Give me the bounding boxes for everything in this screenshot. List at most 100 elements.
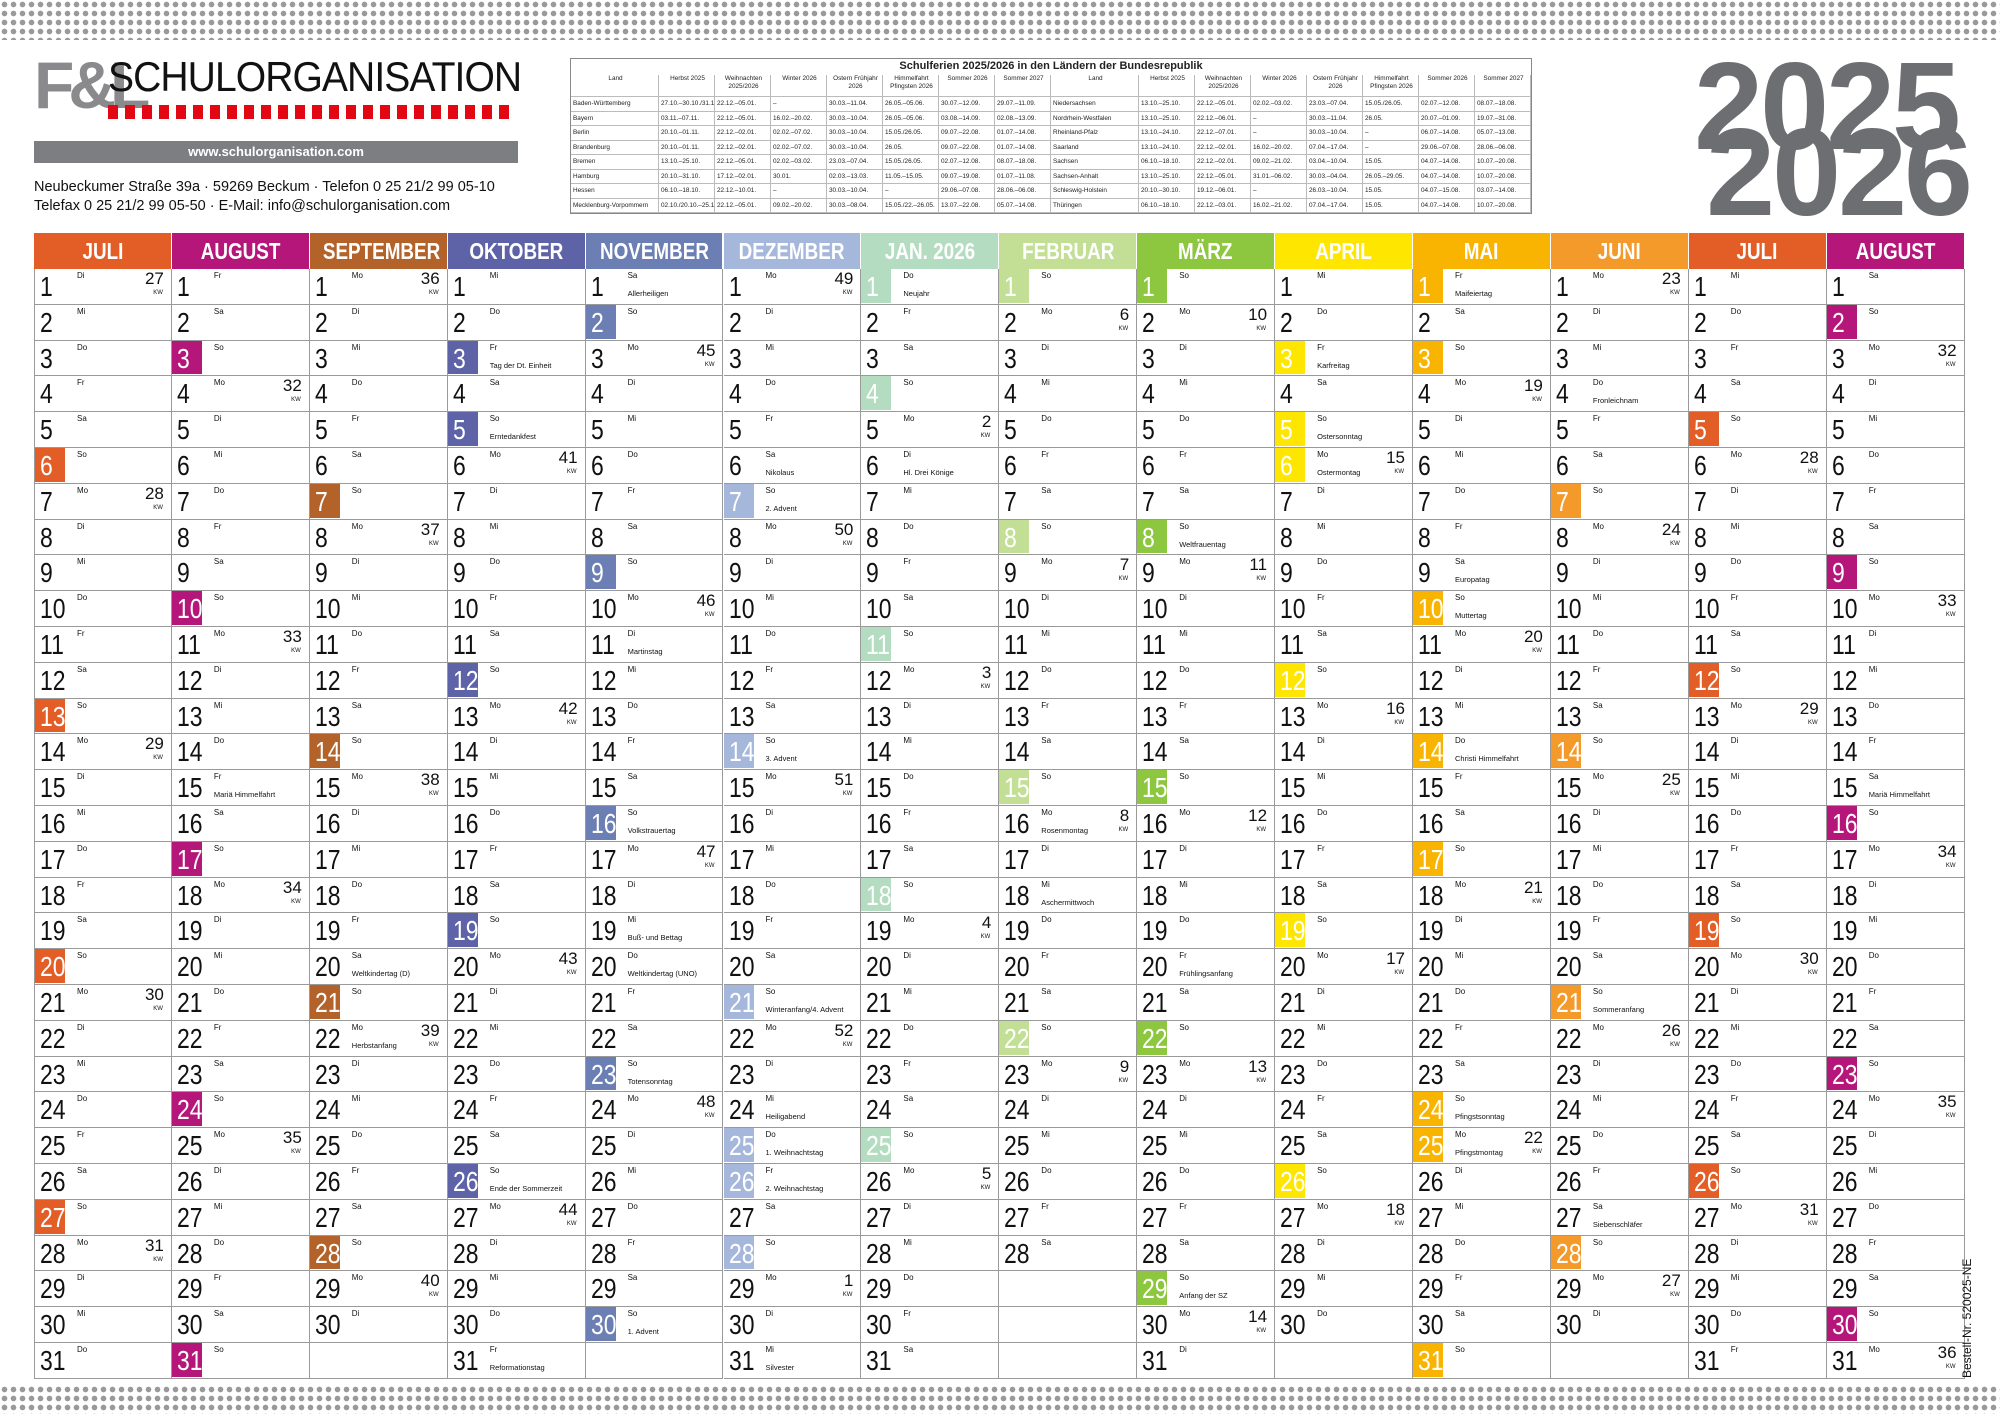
day-number: 26 (866, 1166, 892, 1197)
weekday: So (1592, 987, 1603, 996)
day-highlight (35, 448, 65, 482)
day-cell: 24 Fr (447, 1092, 586, 1129)
weekday: Do (1317, 557, 1328, 567)
month-header: DEZEMBER (723, 233, 861, 269)
day-highlight (171, 1092, 202, 1127)
day-cell: 9 Mi (34, 555, 172, 592)
table-cell: 06.10.–18.10. (1139, 198, 1195, 213)
day-cell: 15 Sa (585, 770, 724, 806)
day-cell: 3 Fr Karfreitag (1275, 340, 1413, 377)
day-cell: 23 Do (447, 1056, 586, 1093)
day-cell: 29 Mo 27 KW (1550, 1271, 1689, 1308)
day-cell: 23 Sa (1413, 1056, 1551, 1093)
day-number: 15 (590, 772, 617, 804)
day-cell: 14 So (1550, 734, 1689, 771)
day-number: 27 (1831, 1201, 1858, 1233)
day-number: 23 (1555, 1058, 1582, 1090)
weekday: So (1868, 306, 1879, 316)
day-highlight (585, 806, 616, 840)
url: www.schulorganisation.com (34, 141, 518, 163)
week-label: KW (1394, 719, 1404, 726)
day-number: 19 (40, 915, 66, 947)
day-number: 31 (1831, 1345, 1858, 1376)
weekday: Di (1592, 306, 1601, 316)
day-cell: 2 So (1826, 304, 1965, 341)
week-number: 30 (144, 985, 164, 1004)
weekday: Fr (903, 306, 911, 316)
day-cell: 17 Di (1137, 841, 1276, 878)
weekday: Do (903, 271, 914, 280)
day-number: 8 (1418, 521, 1431, 553)
day-highlight (1413, 1128, 1443, 1162)
weekday: Sa (77, 664, 87, 674)
day-number: 21 (314, 987, 341, 1018)
day-cell: 10 Mi (309, 591, 448, 627)
weekday: So (1041, 772, 1052, 782)
day-cell: 30 Mi (34, 1307, 172, 1343)
week-number: 1 (843, 1271, 854, 1291)
weekday: So (1592, 1237, 1603, 1247)
weekday: Mi (77, 1309, 86, 1319)
weekday: Di (1179, 1345, 1187, 1354)
day-cell: 13 Mi (171, 698, 310, 735)
day-number: 3 (1555, 342, 1569, 374)
day-cell: 7 Sa (999, 483, 1138, 520)
day-number: 12 (1555, 664, 1582, 696)
day-cell: 12 Fr (309, 662, 448, 699)
weekday: Mo (627, 1094, 639, 1104)
day-cell: 6 Mo 41 KW (447, 448, 586, 484)
day-cell: 14 Di (1275, 734, 1413, 771)
day-cell: 14 Do Christi Himmelfahrt (1413, 734, 1551, 771)
day-highlight (1137, 269, 1168, 303)
day-highlight (1826, 1056, 1857, 1091)
day-number: 10 (1418, 593, 1444, 625)
table-header: Winter 2026 (1251, 75, 1307, 97)
day-number: 12 (866, 664, 892, 696)
weekday: So (903, 879, 914, 889)
day-cell: 7 Do (171, 483, 310, 520)
month-name: OKTOBER (469, 238, 564, 264)
day-cell: 19 So (447, 913, 586, 950)
day-cell: 6 Di Hl. Drei Könige (861, 448, 1000, 484)
weekday: Fr (213, 1273, 222, 1283)
day-number: 1 (1418, 271, 1431, 302)
day-number: 25 (176, 1130, 203, 1162)
week-label: KW (1808, 970, 1818, 977)
day-number: 21 (1555, 987, 1582, 1018)
week-label: KW (1394, 1220, 1404, 1227)
day-cell: 25 Sa (1275, 1128, 1413, 1164)
day-cell: 26 So Ende der Sommerzeit (447, 1164, 586, 1200)
weekday: Mi (1868, 1166, 1878, 1175)
table-header: Sommer 2027 (995, 75, 1051, 97)
day-highlight (447, 913, 478, 948)
day-number: 24 (728, 1094, 755, 1126)
week-label: KW (1670, 1041, 1680, 1048)
weekday: Mi (1317, 521, 1326, 531)
holiday-name: Sommeranfang (1592, 1005, 1645, 1014)
day-cell: 12 So (1275, 662, 1413, 699)
week-number: 52 (834, 1020, 854, 1040)
day-number: 26 (1831, 1166, 1858, 1197)
table-header: Ostern Frühjahr 2026 (827, 75, 883, 97)
week-number: 19 (1523, 376, 1543, 396)
day-cell: 25 Sa (447, 1128, 586, 1164)
day-cell: 27 Mo 44 KW (447, 1199, 586, 1236)
weekday: Mi (1041, 1130, 1050, 1140)
week-number: 50 (834, 519, 854, 539)
day-number: 20 (1418, 951, 1444, 983)
day-number: 22 (866, 1022, 892, 1054)
day-cell: 27 So (34, 1199, 172, 1236)
table-title: Schulferien 2025/2026 in den Ländern der… (899, 60, 1203, 72)
weekday: Sa (1868, 1273, 1879, 1283)
weekday: Fr (77, 879, 85, 889)
weekday: So (1317, 414, 1327, 424)
day-number: 18 (1142, 879, 1168, 911)
day-number: 15 (452, 772, 479, 804)
day-cell: 24 So Pfingstsonntag (1413, 1092, 1551, 1129)
weekday: So (213, 1345, 224, 1354)
day-number: 28 (176, 1237, 203, 1269)
day-number: 31 (452, 1345, 479, 1376)
day-number: 22 (1280, 1022, 1306, 1054)
day-number: 25 (1280, 1130, 1306, 1162)
day-number: 13 (866, 700, 892, 732)
